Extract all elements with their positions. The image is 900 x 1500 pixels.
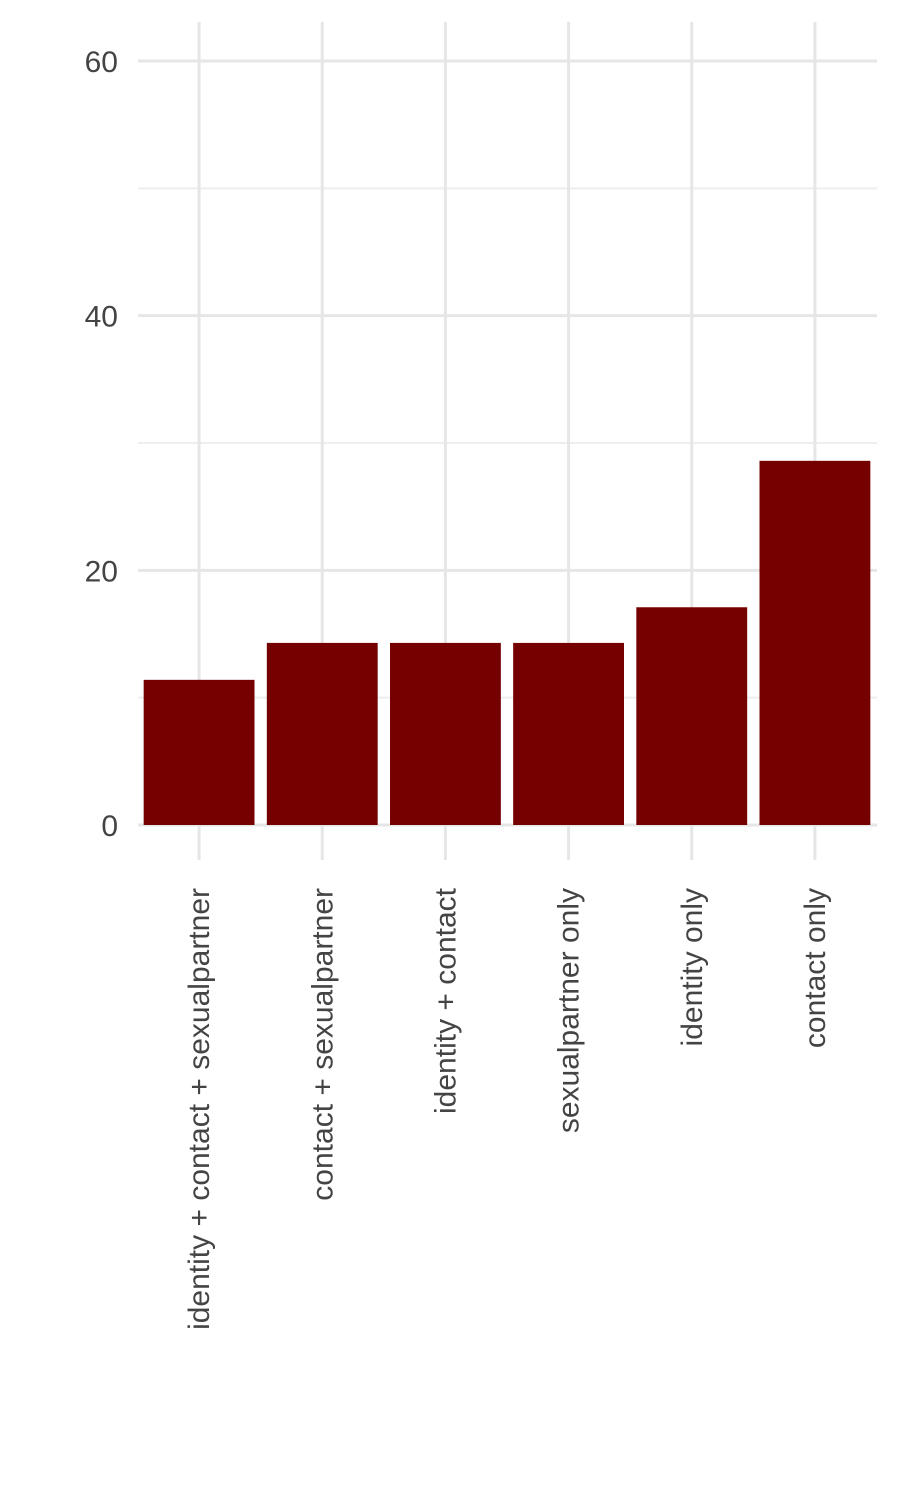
bar	[143, 679, 255, 825]
x-tick-label: identity only	[676, 888, 709, 1046]
x-tick-label: contact only	[799, 888, 832, 1048]
y-tick-label: 40	[85, 301, 118, 334]
bar	[389, 642, 501, 825]
bars	[143, 460, 871, 825]
x-axis: identity + contact + sexualpartner contac…	[183, 825, 832, 1330]
y-tick-label: 20	[85, 555, 118, 588]
bar	[636, 607, 748, 825]
x-tick-label: identity + contact	[429, 887, 462, 1114]
bar	[266, 642, 378, 825]
bar	[759, 460, 871, 825]
x-tick-label: contact + sexualpartner	[306, 888, 339, 1201]
x-tick-label: identity + contact + sexualpartner	[183, 888, 216, 1330]
y-axis: 0 20 40 60	[85, 46, 118, 843]
x-tick-label: sexualpartner only	[553, 888, 586, 1133]
bar	[513, 642, 625, 825]
y-tick-label: 60	[85, 46, 118, 79]
y-tick-label: 0	[101, 810, 118, 843]
